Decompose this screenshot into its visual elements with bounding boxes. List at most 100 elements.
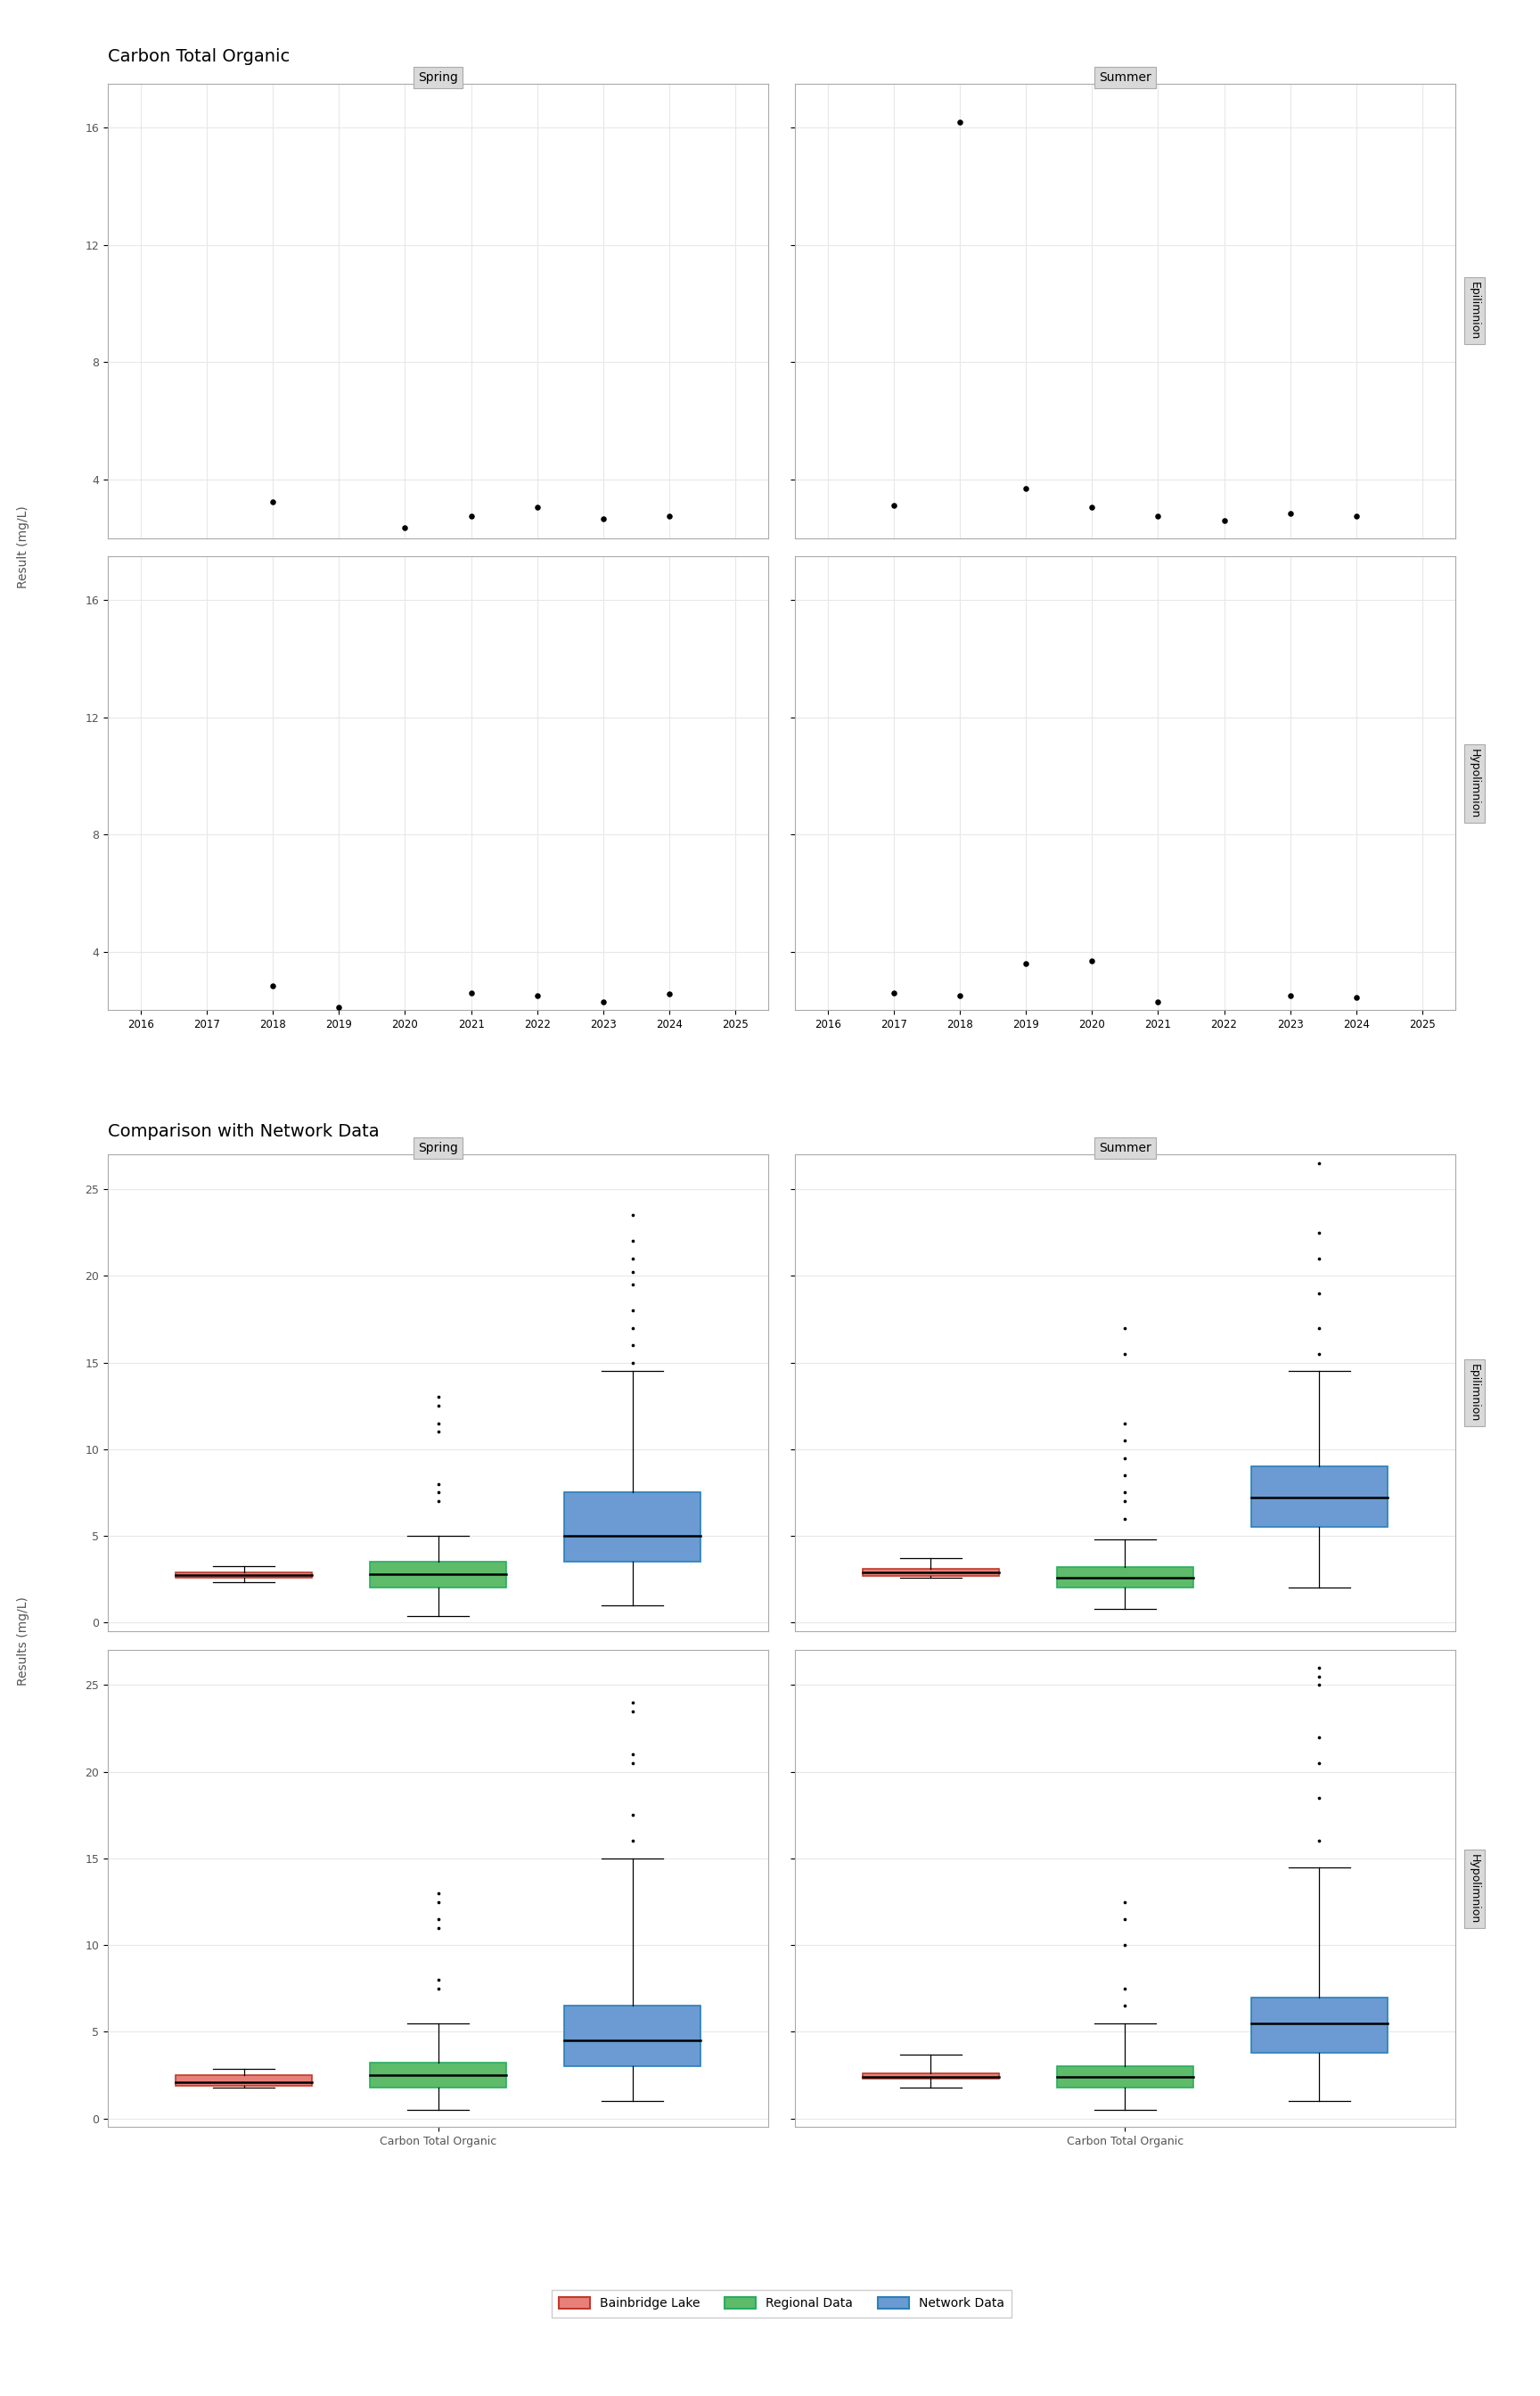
Point — [260, 966, 285, 1004]
Point — [1278, 978, 1303, 1016]
Point — [947, 978, 972, 1016]
Point — [621, 1692, 645, 1730]
Point — [1080, 489, 1104, 527]
Point — [1307, 1718, 1332, 1756]
Point — [425, 1378, 450, 1416]
Bar — [564, 1493, 701, 1562]
Point — [1013, 944, 1038, 982]
Text: Carbon Total Organic: Carbon Total Organic — [108, 48, 290, 65]
Text: Epilimnion: Epilimnion — [1469, 1363, 1480, 1421]
Point — [658, 496, 682, 534]
Point — [1113, 1335, 1138, 1373]
Point — [1113, 1483, 1138, 1521]
Point — [1307, 1308, 1332, 1347]
Point — [425, 1960, 450, 1998]
Point — [1344, 496, 1369, 534]
Bar — [176, 2075, 311, 2085]
Point — [1080, 942, 1104, 980]
Point — [1113, 1404, 1138, 1442]
Point — [425, 1404, 450, 1442]
Title: Spring: Spring — [417, 1143, 457, 1155]
Point — [1113, 1457, 1138, 1495]
Point — [1307, 1648, 1332, 1687]
Point — [1212, 994, 1237, 1033]
Point — [425, 1387, 450, 1426]
Point — [1212, 501, 1237, 539]
Point — [621, 1744, 645, 1783]
Point — [621, 1684, 645, 1723]
Point — [425, 1464, 450, 1502]
Text: Hypolimnion: Hypolimnion — [1469, 748, 1480, 817]
Point — [621, 1344, 645, 1382]
Bar — [862, 1569, 999, 1577]
Point — [425, 1883, 450, 1922]
Point — [1307, 1335, 1332, 1373]
Bar — [564, 2005, 701, 2065]
Point — [621, 1222, 645, 1260]
Point — [621, 1308, 645, 1347]
Point — [425, 1970, 450, 2008]
Title: Summer: Summer — [1100, 1143, 1152, 1155]
Text: Hypolimnion: Hypolimnion — [1469, 1855, 1480, 1924]
Point — [459, 496, 484, 534]
Point — [525, 489, 550, 527]
Point — [425, 1414, 450, 1452]
Point — [1113, 1474, 1138, 1512]
Text: Comparison with Network Data: Comparison with Network Data — [108, 1124, 379, 1140]
Point — [1278, 494, 1303, 532]
Point — [1113, 1421, 1138, 1459]
Text: Results (mg/L): Results (mg/L) — [17, 1596, 29, 1684]
Point — [1113, 1308, 1138, 1347]
Point — [621, 1196, 645, 1234]
Point — [1307, 1275, 1332, 1313]
Bar — [176, 1572, 311, 1577]
Bar — [862, 2073, 999, 2080]
Point — [621, 1253, 645, 1291]
Point — [1146, 982, 1170, 1021]
Point — [1344, 978, 1369, 1016]
Point — [1307, 1212, 1332, 1251]
Point — [525, 978, 550, 1016]
Point — [1146, 496, 1170, 534]
Point — [621, 1797, 645, 1835]
Point — [1307, 1143, 1332, 1181]
Point — [1113, 1900, 1138, 1938]
Point — [1307, 1239, 1332, 1277]
Bar — [370, 1562, 507, 1589]
Point — [881, 973, 906, 1011]
Point — [1307, 1665, 1332, 1704]
Bar — [1252, 1466, 1388, 1526]
Bar — [370, 2063, 507, 2087]
Point — [621, 1325, 645, 1363]
Point — [326, 987, 351, 1025]
Point — [1013, 470, 1038, 508]
Point — [425, 1483, 450, 1521]
Title: Summer: Summer — [1100, 72, 1152, 84]
Legend: Bainbridge Lake, Regional Data, Network Data: Bainbridge Lake, Regional Data, Network … — [551, 2291, 1012, 2317]
Point — [1307, 1778, 1332, 1816]
Point — [621, 1291, 645, 1330]
Point — [393, 508, 417, 546]
Bar — [1252, 1998, 1388, 2053]
Point — [881, 486, 906, 525]
Point — [1307, 1821, 1332, 1859]
Point — [425, 1910, 450, 1948]
Point — [1113, 1970, 1138, 2008]
Point — [1307, 1744, 1332, 1783]
Point — [621, 1821, 645, 1859]
Point — [1307, 1658, 1332, 1696]
Point — [1113, 1926, 1138, 1965]
Bar — [1056, 1567, 1194, 1589]
Point — [425, 1474, 450, 1512]
Point — [425, 1900, 450, 1938]
Point — [947, 103, 972, 141]
Point — [591, 982, 616, 1021]
Title: Spring: Spring — [417, 72, 457, 84]
Point — [1113, 1986, 1138, 2025]
Point — [1113, 1883, 1138, 1922]
Point — [425, 1874, 450, 1912]
Point — [1113, 1500, 1138, 1538]
Point — [459, 973, 484, 1011]
Point — [260, 482, 285, 520]
Text: Epilimnion: Epilimnion — [1469, 283, 1480, 340]
